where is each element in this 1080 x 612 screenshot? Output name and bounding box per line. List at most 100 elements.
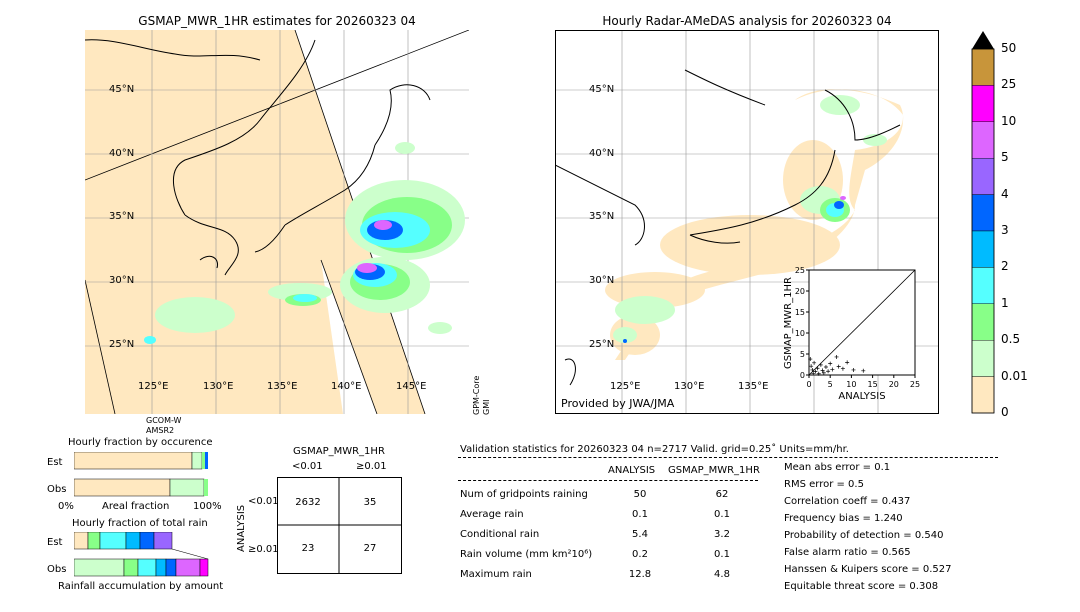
scatter-point — [826, 369, 831, 374]
tr-obs-3 — [155, 558, 167, 577]
scatter-point — [823, 365, 828, 370]
stat-label: Maximum rain — [460, 569, 532, 580]
scatter-point — [834, 354, 839, 359]
scatter-point — [861, 368, 866, 373]
contingency-cell: 35 — [363, 497, 377, 508]
stat-label: Num of gridpoints raining — [460, 489, 588, 500]
scatter-y-tick-label: 5 — [800, 350, 805, 359]
left-lon-label: 135°E — [267, 381, 298, 392]
validation-col-gsmap: GSMAP_MWR_1HR — [668, 465, 760, 476]
scatter-point — [813, 369, 818, 374]
right-lon-label: 125°E — [610, 381, 641, 392]
scatter-point — [836, 364, 841, 369]
occurrence-bars — [74, 452, 208, 497]
score-line: Frequency bias = 1.240 — [784, 513, 903, 524]
colorbar-extend-arrow — [972, 31, 994, 49]
scatter-point — [812, 360, 817, 365]
left-map-title: GSMAP_MWR_1HR estimates for 20260323 04 — [138, 14, 416, 28]
tr-est-3 — [125, 532, 141, 550]
total-rain-row-est: Est — [47, 537, 63, 548]
score-line: False alarm ratio = 0.565 — [784, 547, 911, 558]
tr-obs-1 — [123, 558, 139, 577]
scatter-y-tick-label: 20 — [795, 287, 805, 296]
stat-label: Average rain — [460, 509, 524, 520]
colorbar-segment — [971, 121, 995, 159]
occ-est-none — [74, 452, 193, 470]
stat-label: Conditional rain — [460, 529, 540, 540]
contingency-cell: 2632 — [295, 497, 321, 508]
contingency-title: GSMAP_MWR_1HR — [293, 446, 385, 457]
left-lat-label: 40°N — [109, 148, 135, 159]
occ-est-med — [202, 452, 205, 469]
occurrence-axis-left: 0% — [58, 501, 74, 512]
scatter-point — [809, 364, 814, 369]
colorbar-segment — [971, 194, 995, 232]
left-map — [85, 30, 469, 414]
contingency-row-label: ≥0.01 — [248, 544, 279, 555]
tr-obs-2 — [137, 558, 157, 577]
total-rain-axis-label: Rainfall accumulation by amount — [58, 581, 224, 592]
colorbar-label: 4 — [1001, 186, 1009, 201]
colorbar-label: 2 — [1001, 259, 1009, 274]
left-rain-extreme — [357, 220, 392, 273]
tr-obs-4 — [165, 558, 177, 577]
score-line: Mean abs error = 0.1 — [784, 462, 891, 473]
data-credit: Provided by JWA/JMA — [561, 397, 675, 410]
tr-est-4 — [139, 532, 155, 550]
right-lat-label: 45°N — [589, 84, 615, 95]
stat-gsmap: 4.8 — [714, 569, 730, 580]
occurrence-axis-mid: Areal fraction — [102, 501, 170, 512]
total-rain-row-obs: Obs — [47, 564, 67, 575]
validation-header: Validation statistics for 20260323 04 n=… — [460, 444, 849, 455]
left-lat-label: 35°N — [109, 211, 135, 222]
sensor-label-right: GPM-Core GMI — [472, 375, 491, 415]
tr-est-0 — [74, 532, 89, 550]
scatter-point — [840, 366, 845, 371]
score-line: Hanssen & Kuipers score = 0.527 — [784, 564, 952, 575]
tr-connector — [171, 548, 209, 560]
stat-gsmap: 3.2 — [714, 529, 730, 540]
right-lon-label: 130°E — [674, 381, 705, 392]
occurrence-row-est: Est — [47, 457, 63, 468]
colorbar-segment — [971, 267, 995, 304]
occ-obs-none — [74, 478, 171, 497]
scatter-point — [811, 371, 816, 376]
tr-obs-6 — [199, 558, 209, 577]
left-swath-edge-3 — [85, 30, 469, 181]
scatter-y-tick-label: 25 — [795, 266, 805, 275]
occurrence-axis-right: 100% — [193, 501, 222, 512]
occurrence-row-obs: Obs — [47, 484, 67, 495]
contingency-cell: 27 — [363, 543, 377, 554]
score-line: Correlation coeff = 0.437 — [784, 496, 911, 507]
colorbar-segment — [971, 303, 995, 341]
scatter-point — [820, 368, 825, 373]
colorbar-segment — [971, 157, 995, 195]
right-lon-label: 135°E — [738, 381, 769, 392]
scatter-chart: 0 5 10 15 20 25 0 5 10 15 20 25 ANALYSIS GSMAP_MWR… — [783, 266, 920, 402]
left-lon-label: 125°E — [138, 381, 169, 392]
colorbar-label: 0.01 — [1001, 368, 1028, 383]
stat-gsmap: 0.1 — [714, 549, 730, 560]
scatter-y-ticks: 0 5 10 15 20 25 — [795, 266, 809, 380]
sensor-label-bottom: GCOM-W AMSR2 — [146, 416, 182, 435]
tr-est-2 — [99, 532, 127, 550]
occ-est-heavy — [205, 452, 208, 469]
scatter-x-ticks: 0 5 10 15 20 25 — [806, 375, 920, 389]
left-lat-label: 30°N — [109, 275, 135, 286]
stat-label: Rain volume (mm km²10⁶) — [460, 549, 593, 560]
tr-est-1 — [87, 532, 101, 550]
scatter-x-tick-label: 0 — [806, 380, 811, 389]
tr-est-5 — [153, 532, 173, 550]
scatter-point — [851, 367, 856, 372]
score-line: Equitable threat score = 0.308 — [784, 581, 939, 592]
validation-divider — [458, 457, 998, 458]
scatter-y-tick-label: 0 — [800, 371, 805, 380]
right-map-frame — [555, 30, 939, 414]
scatter-point — [821, 370, 826, 375]
scatter-x-tick-label: 20 — [889, 380, 899, 389]
stat-analysis: 50 — [633, 489, 647, 500]
scatter-x-tick-label: 10 — [846, 380, 856, 389]
scatter-x-tick-label: 5 — [828, 380, 833, 389]
total-rain-title: Hourly fraction of total rain — [72, 518, 208, 529]
colorbar-label: 0.5 — [1001, 332, 1021, 347]
